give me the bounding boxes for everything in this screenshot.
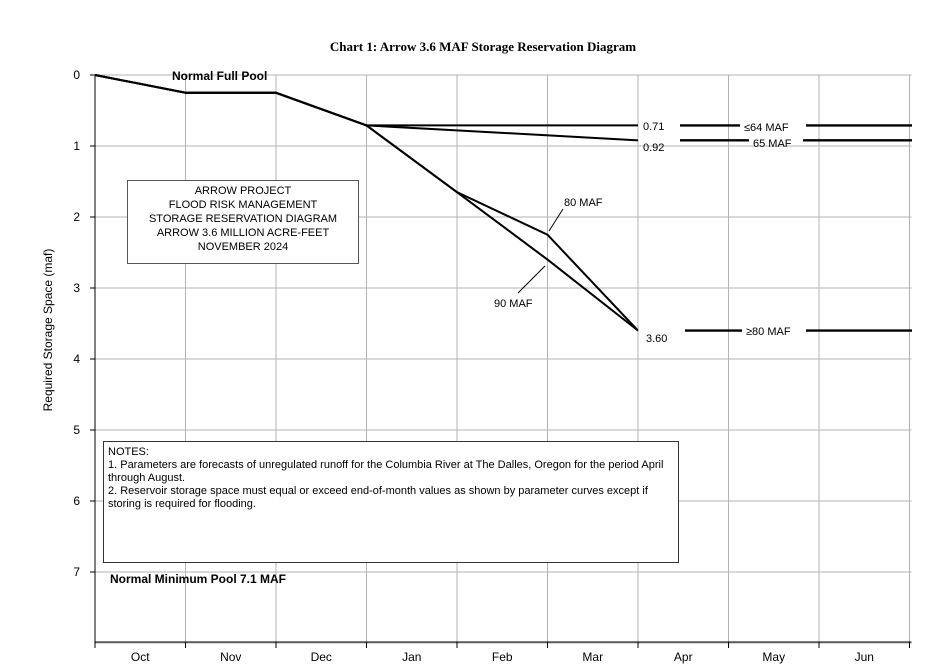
curve-layer: [94, 74, 639, 332]
info-line: STORAGE RESERVATION DIAGRAM: [148, 213, 338, 225]
x-tick-label: Dec: [311, 650, 332, 664]
y-tick-label: 7: [73, 565, 80, 579]
value-label-071: 0.71: [643, 121, 664, 133]
annotation-80-maf: 80 MAF: [564, 197, 603, 209]
note-1: 1. Parameters are forecasts of unregulat…: [108, 459, 664, 484]
value-label-092: 0.92: [643, 142, 664, 154]
ext-label-le64: ≤64 MAF: [744, 122, 789, 134]
project-info-box: ARROW PROJECT FLOOD RISK MANAGEMENT STOR…: [127, 180, 359, 264]
info-line: NOVEMBER 2024: [197, 241, 289, 253]
x-tick-label: Jan: [402, 650, 421, 664]
annotation-90-maf: 90 MAF: [494, 298, 533, 310]
annotation-90-maf-leader: [517, 265, 546, 294]
annotation-80-maf-leader: [548, 208, 564, 232]
y-tick-label: 5: [73, 423, 80, 437]
chart-title: Chart 1: Arrow 3.6 MAF Storage Reservati…: [330, 39, 636, 54]
y-tick-label: 4: [73, 352, 80, 366]
ext-label-ge80: ≥80 MAF: [746, 326, 791, 338]
y-tick-label: 3: [73, 281, 80, 295]
axis-layer: 0 1 2 3 4 5 6 7 Oct Nov Dec Jan Feb Mar Apr May Jun: [73, 68, 912, 664]
notes-box: NOTES: 1. Parameters are forecasts of un…: [103, 441, 679, 563]
x-tick-label: Oct: [131, 650, 150, 664]
y-tick-label: 1: [73, 139, 80, 153]
normal-full-pool-label: Normal Full Pool: [172, 69, 267, 83]
y-tick-label: 2: [73, 210, 80, 224]
x-tick-label: Nov: [220, 650, 241, 664]
x-tick-label: Mar: [582, 650, 603, 664]
x-tick-label: May: [762, 650, 785, 664]
y-tick-label: 0: [73, 68, 80, 82]
normal-min-pool-label: Normal Minimum Pool 7.1 MAF: [110, 572, 286, 586]
value-label-360: 3.60: [646, 333, 667, 345]
x-tick-label: Feb: [492, 650, 513, 664]
series-line-90MAF-maf: [94, 74, 639, 332]
y-tick-label: 6: [73, 494, 80, 508]
info-line: FLOOD RISK MANAGEMENT: [168, 199, 318, 211]
x-tick-label: Jun: [855, 650, 874, 664]
y-axis-label: Required Storage Space (maf): [41, 249, 55, 412]
note-2: 2. Reservoir storage space must equal or…: [108, 485, 648, 510]
info-line: ARROW 3.6 MILLION ACRE-FEET: [156, 227, 330, 239]
x-tick-label: Apr: [674, 650, 693, 664]
extension-layer: [680, 124, 912, 332]
ext-label-65: 65 MAF: [753, 138, 792, 150]
notes-heading: NOTES:: [108, 446, 149, 458]
info-line: ARROW PROJECT: [194, 185, 292, 197]
